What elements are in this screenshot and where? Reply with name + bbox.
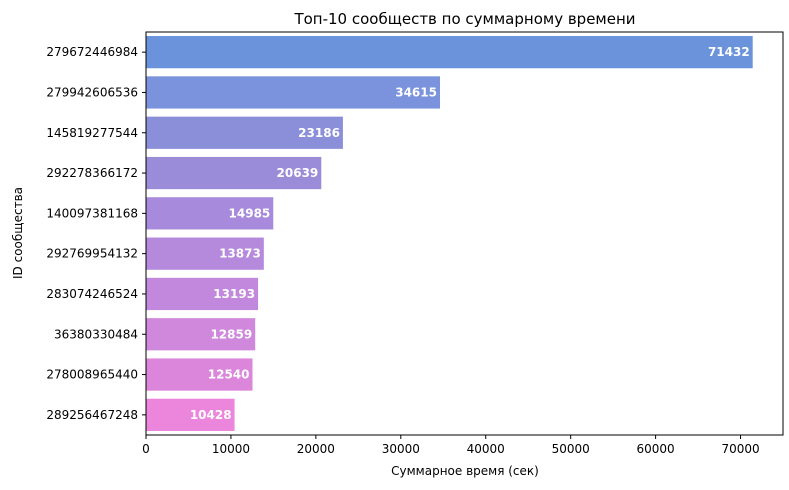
bar-value-label: 13193 bbox=[213, 287, 255, 301]
bar bbox=[146, 116, 343, 149]
bar-value-label: 71432 bbox=[708, 45, 750, 59]
y-tick-label: 145819277544 bbox=[46, 126, 138, 140]
bar-value-label: 13873 bbox=[219, 247, 261, 261]
x-tick-label: 70000 bbox=[721, 442, 759, 456]
y-tick-label: 278008965440 bbox=[46, 368, 138, 382]
y-tick-label: 36380330484 bbox=[54, 327, 138, 341]
bar-value-label: 14985 bbox=[229, 206, 271, 220]
y-tick-label: 292278366172 bbox=[46, 166, 138, 180]
bar bbox=[146, 76, 440, 109]
plot-frame bbox=[145, 31, 784, 436]
bar-value-label: 20639 bbox=[277, 166, 319, 180]
bar bbox=[146, 398, 235, 431]
y-tick-labels: 279672446984 279942606536 145819277544 2922… bbox=[46, 45, 146, 422]
x-tick-label: 50000 bbox=[552, 442, 590, 456]
bar-value-label: 34615 bbox=[395, 85, 437, 99]
bar bbox=[146, 318, 256, 351]
y-tick-label: 279672446984 bbox=[46, 45, 138, 59]
bar bbox=[146, 237, 264, 270]
bar-value-label: 23186 bbox=[298, 126, 340, 140]
y-tick-label: 289256467248 bbox=[46, 408, 138, 422]
bars-group: 71432 34615 23186 20639 14985 13873 13193 12859… bbox=[146, 36, 753, 431]
chart-title: Топ-10 сообществ по суммарному времени bbox=[293, 10, 635, 28]
bar bbox=[146, 277, 259, 311]
y-axis-label: ID сообщества bbox=[11, 187, 25, 279]
x-ticks: 0 10000 20000 30000 40000 50000 60000 70000 bbox=[142, 435, 760, 456]
bar bbox=[146, 197, 274, 230]
x-tick-label: 30000 bbox=[382, 442, 420, 456]
x-tick-label: 0 bbox=[142, 442, 150, 456]
x-tick-label: 60000 bbox=[637, 442, 675, 456]
bar-value-label: 12540 bbox=[208, 368, 250, 382]
x-axis-label: Суммарное время (сек) bbox=[391, 464, 539, 478]
bar-value-label: 10428 bbox=[190, 408, 232, 422]
y-tick-label: 279942606536 bbox=[46, 85, 138, 99]
bar bbox=[146, 358, 253, 391]
y-tick-label: 283074246524 bbox=[46, 287, 138, 301]
y-tick-label: 140097381168 bbox=[46, 206, 138, 220]
y-tick-label: 292769954132 bbox=[46, 247, 138, 261]
x-tick-label: 10000 bbox=[212, 442, 250, 456]
x-tick-label: 20000 bbox=[297, 442, 335, 456]
bar bbox=[146, 156, 322, 190]
x-tick-label: 40000 bbox=[467, 442, 505, 456]
bar bbox=[146, 36, 753, 69]
bar-value-label: 12859 bbox=[210, 327, 252, 341]
